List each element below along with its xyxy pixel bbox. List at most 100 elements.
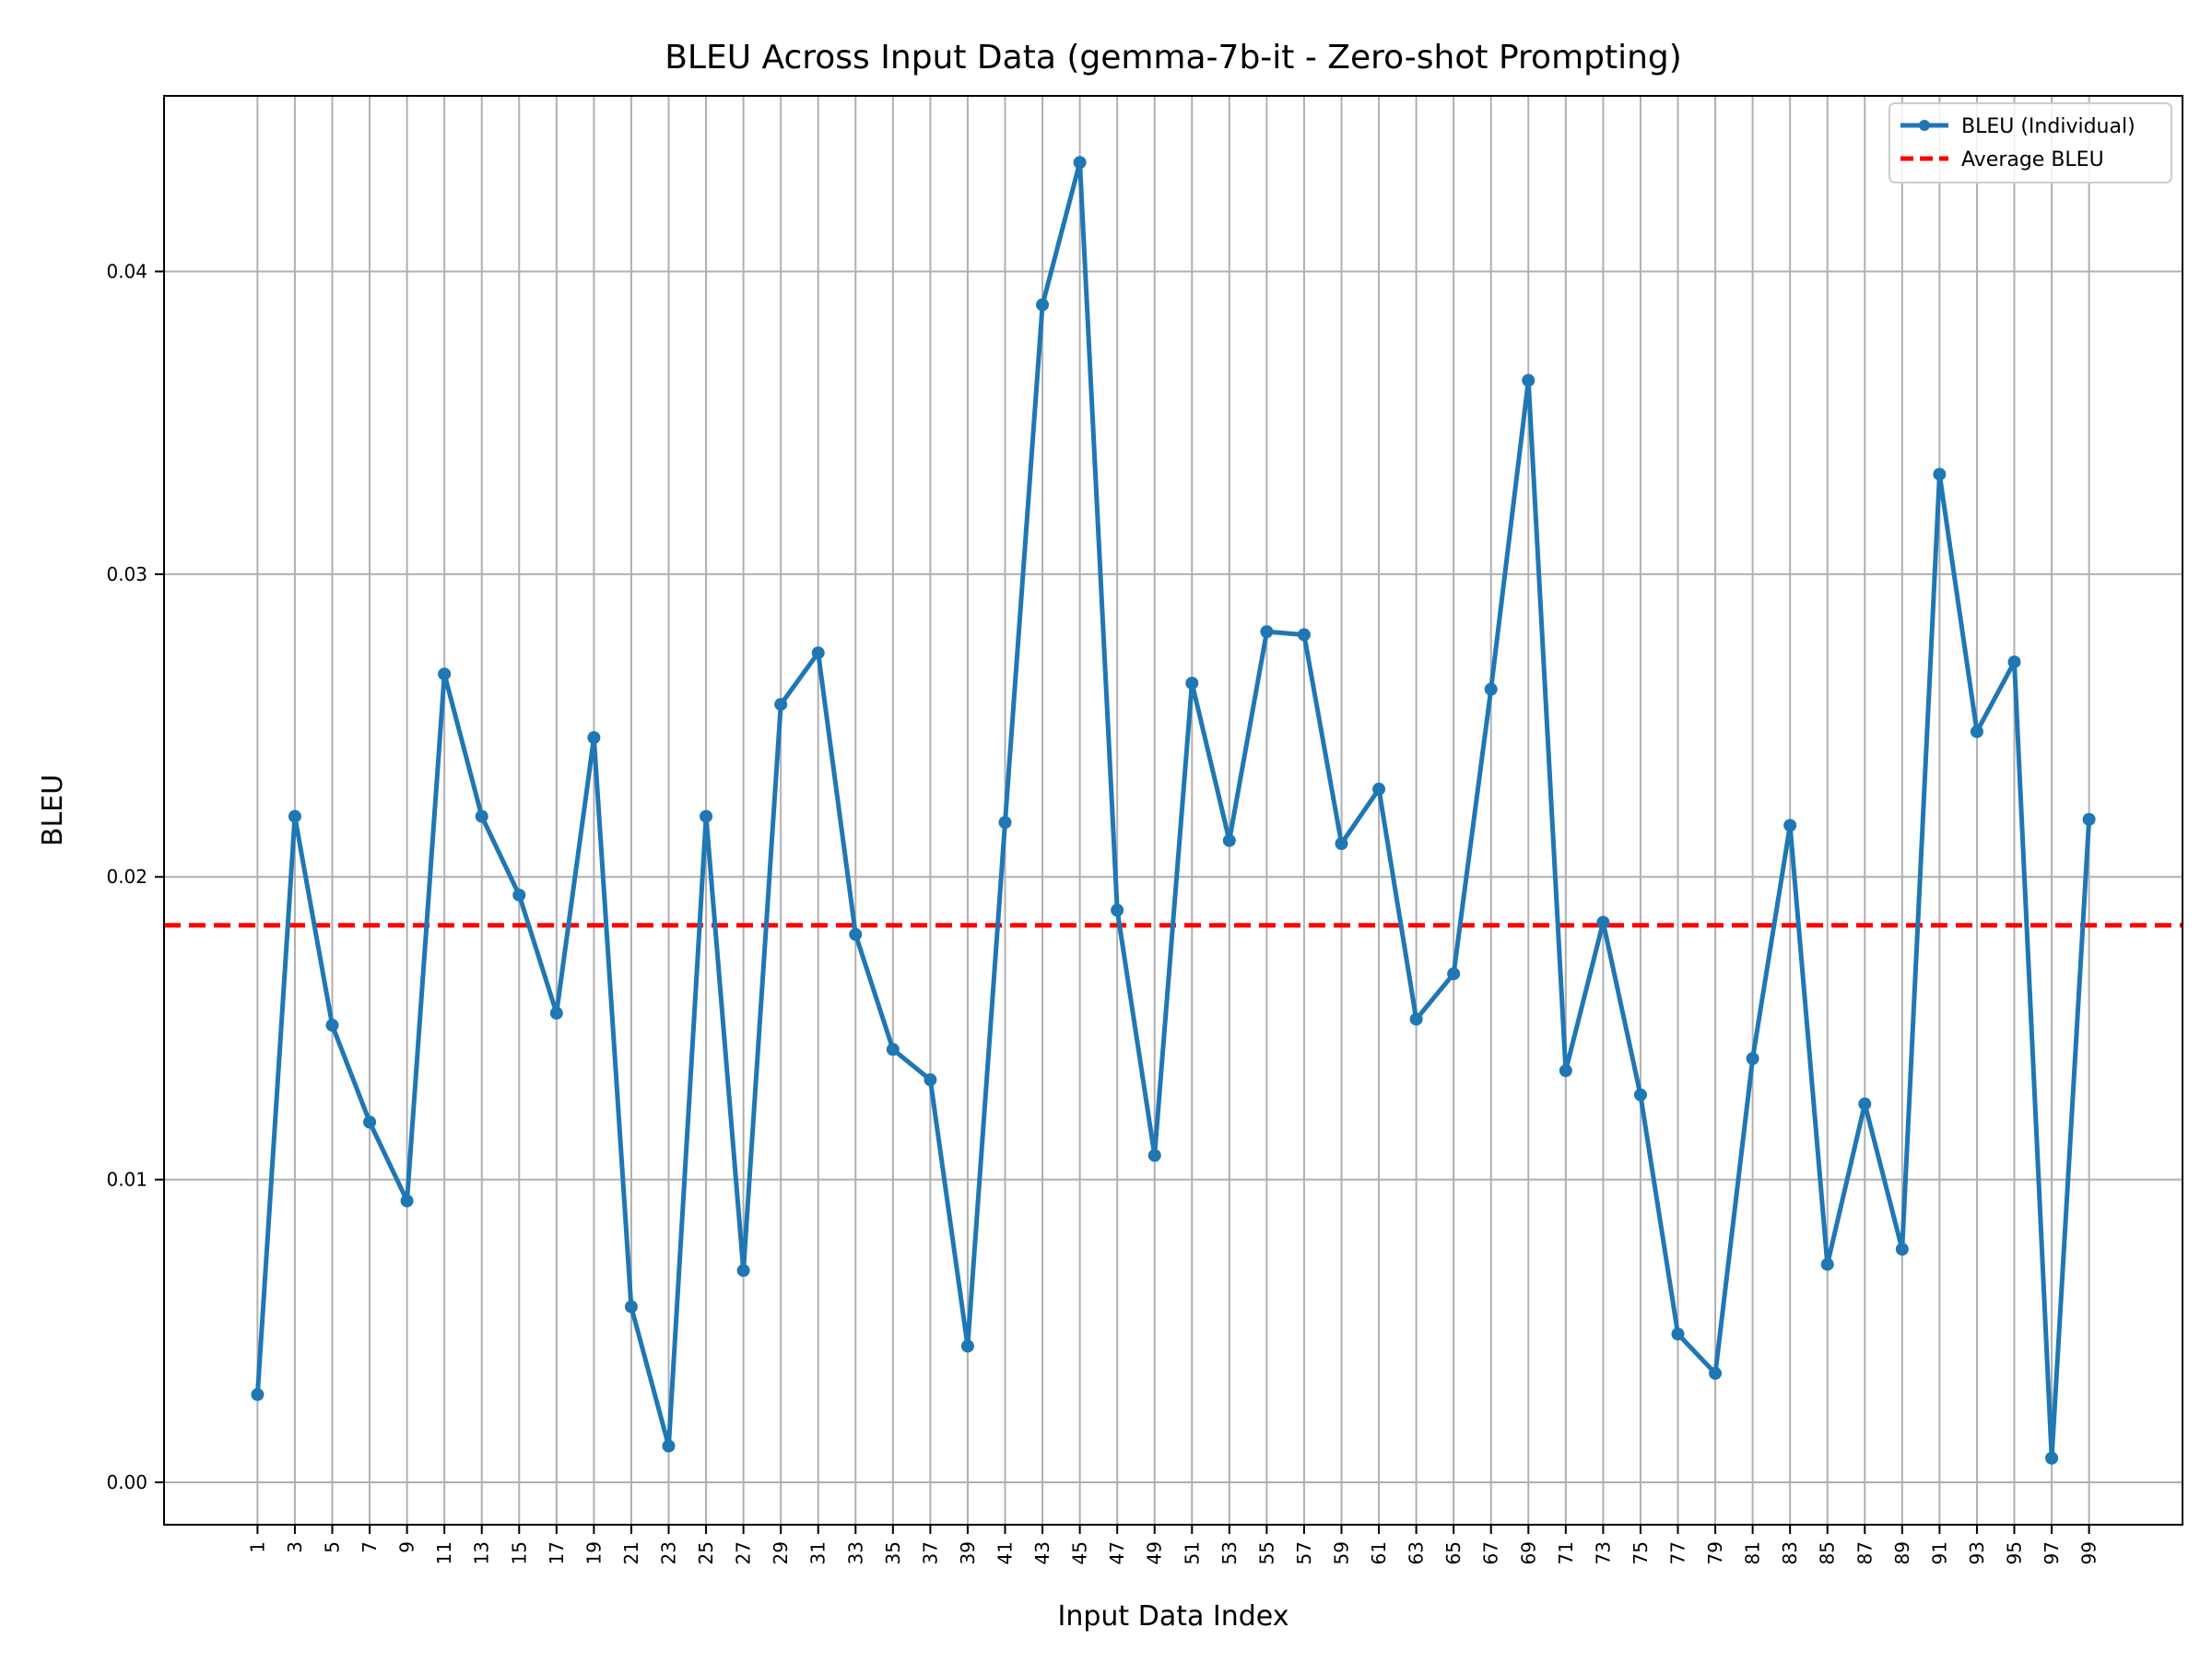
legend-label-average: Average BLEU [1961, 148, 2104, 171]
bleu-point [886, 1043, 900, 1056]
y-tick-label: 0.03 [106, 563, 147, 585]
bleu-point [1933, 467, 1947, 481]
series-layer [251, 156, 2096, 1465]
legend-marker-individual [1919, 120, 1930, 131]
bleu-point [363, 1115, 377, 1129]
x-tick-label: 65 [1442, 1541, 1465, 1564]
y-tick-label: 0.04 [106, 260, 147, 282]
bleu-point [924, 1073, 937, 1087]
bleu-point [1111, 903, 1124, 917]
bleu-point [2082, 812, 2096, 826]
bleu-point [251, 1387, 265, 1401]
x-tick-label: 95 [2004, 1541, 2026, 1564]
x-tick-label: 7 [359, 1541, 381, 1553]
x-tick-label: 61 [1368, 1541, 1390, 1564]
bleu-point [1297, 628, 1311, 642]
x-tick-label: 25 [695, 1541, 717, 1564]
legend-label-individual: BLEU (Individual) [1961, 115, 2136, 138]
bleu-point [400, 1194, 414, 1208]
x-tick-label: 53 [1218, 1541, 1241, 1564]
x-tick-label: 51 [1181, 1541, 1203, 1564]
x-tick-label: 73 [1592, 1541, 1614, 1564]
x-tick-label: 5 [322, 1541, 344, 1553]
x-tick-label: 93 [1966, 1541, 1988, 1564]
x-tick-label: 13 [471, 1541, 493, 1564]
bleu-point [736, 1264, 750, 1278]
bleu-point [1858, 1097, 1872, 1111]
y-tick-label: 0.01 [106, 1169, 147, 1191]
x-tick-label: 85 [1817, 1541, 1839, 1564]
x-tick-label: 35 [882, 1541, 904, 1564]
chart-title: BLEU Across Input Data (gemma-7b-it - Ze… [665, 39, 1682, 77]
bleu-point [1970, 725, 1983, 738]
x-tick-label: 27 [733, 1541, 755, 1564]
x-tick-label: 69 [1517, 1541, 1539, 1564]
bleu-individual-line [254, 159, 2092, 1461]
bleu-point [438, 667, 452, 681]
x-tick-label: 9 [396, 1541, 418, 1553]
bleu-point [849, 927, 863, 941]
x-tick-label: 43 [1031, 1541, 1053, 1564]
bleu-point [1671, 1327, 1685, 1341]
x-tick-label: 99 [2078, 1541, 2100, 1564]
y-tick-label: 0.00 [106, 1471, 147, 1493]
x-tick-label: 47 [1106, 1541, 1128, 1564]
bleu-point [998, 816, 1012, 830]
x-tick-label: 79 [1704, 1541, 1726, 1564]
bleu-point [549, 1007, 563, 1020]
bleu-point [700, 809, 713, 823]
bleu-point [2007, 655, 2021, 669]
bleu-point [1447, 967, 1461, 981]
x-tick-label: 55 [1255, 1541, 1277, 1564]
legend-box [1888, 102, 2172, 183]
x-tick-label: 23 [658, 1541, 680, 1564]
x-tick-label: 57 [1293, 1541, 1315, 1564]
x-tick-label: 87 [1853, 1541, 1876, 1564]
bleu-point [1596, 915, 1610, 929]
x-tick-label: 97 [2041, 1541, 2063, 1564]
y-tick-label: 0.02 [106, 866, 147, 888]
x-tick-label: 71 [1555, 1541, 1577, 1564]
x-axis-label: Input Data Index [1058, 1600, 1289, 1633]
bleu-point [1147, 1149, 1161, 1162]
x-tick-label: 11 [433, 1541, 455, 1564]
x-tick-label: 41 [994, 1541, 1017, 1564]
x-tick-label: 89 [1891, 1541, 1913, 1564]
bleu-point [1709, 1366, 1723, 1380]
legend: BLEU (Individual) Average BLEU [1888, 102, 2172, 183]
bleu-point [960, 1339, 974, 1353]
x-tick-label: 29 [770, 1541, 792, 1564]
x-tick-label: 81 [1742, 1541, 1764, 1564]
bleu-point [624, 1300, 638, 1314]
x-tick-label: 83 [1779, 1541, 1801, 1564]
bleu-point [811, 646, 825, 660]
x-tick-label: 67 [1480, 1541, 1502, 1564]
bleu-point [1783, 819, 1797, 832]
x-tick-label: 37 [919, 1541, 941, 1564]
bleu-point [1222, 833, 1236, 847]
x-tick-label: 59 [1331, 1541, 1353, 1564]
bleu-point [1260, 625, 1274, 639]
x-tick-label: 49 [1144, 1541, 1166, 1564]
x-tick-label: 63 [1406, 1541, 1428, 1564]
bleu-point [512, 888, 526, 902]
x-axis-ticks: 1 3 5 7 9 11 13 15 17 19 21 23 25 27 29 31 33 35 37 39 41 43 4… [246, 1525, 2100, 1564]
bleu-point [1185, 677, 1199, 690]
x-tick-label: 75 [1630, 1541, 1652, 1564]
bleu-point [1409, 1012, 1423, 1026]
bleu-point [1746, 1052, 1759, 1066]
bleu-point [1633, 1088, 1647, 1102]
x-tick-label: 19 [582, 1541, 605, 1564]
bleu-point [1820, 1257, 1834, 1271]
x-tick-label: 3 [284, 1541, 306, 1553]
bleu-point [325, 1019, 339, 1032]
bleu-point [1036, 298, 1050, 312]
bleu-point [587, 731, 601, 745]
bleu-point [1335, 837, 1348, 851]
x-tick-label: 45 [1069, 1541, 1091, 1564]
x-tick-label: 15 [508, 1541, 530, 1564]
bleu-point [1484, 682, 1498, 696]
plot-frame [163, 95, 2183, 1526]
x-tick-label: 91 [1928, 1541, 1950, 1564]
bleu-point [1073, 156, 1087, 170]
